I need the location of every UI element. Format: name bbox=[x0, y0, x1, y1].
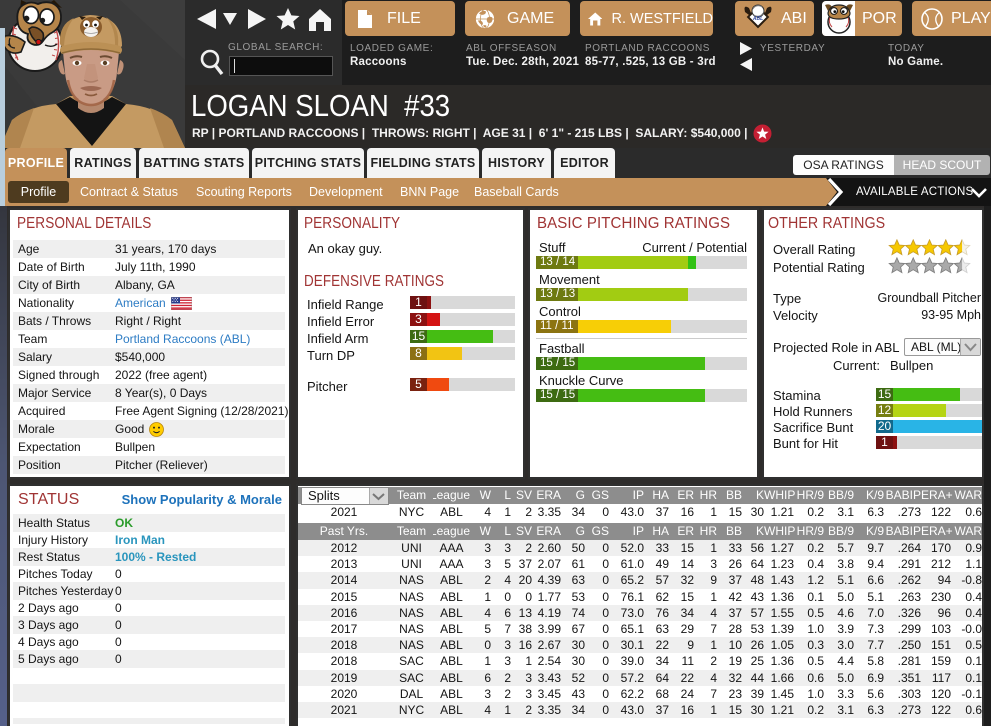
svg-text:ABL: ABL bbox=[752, 16, 763, 22]
